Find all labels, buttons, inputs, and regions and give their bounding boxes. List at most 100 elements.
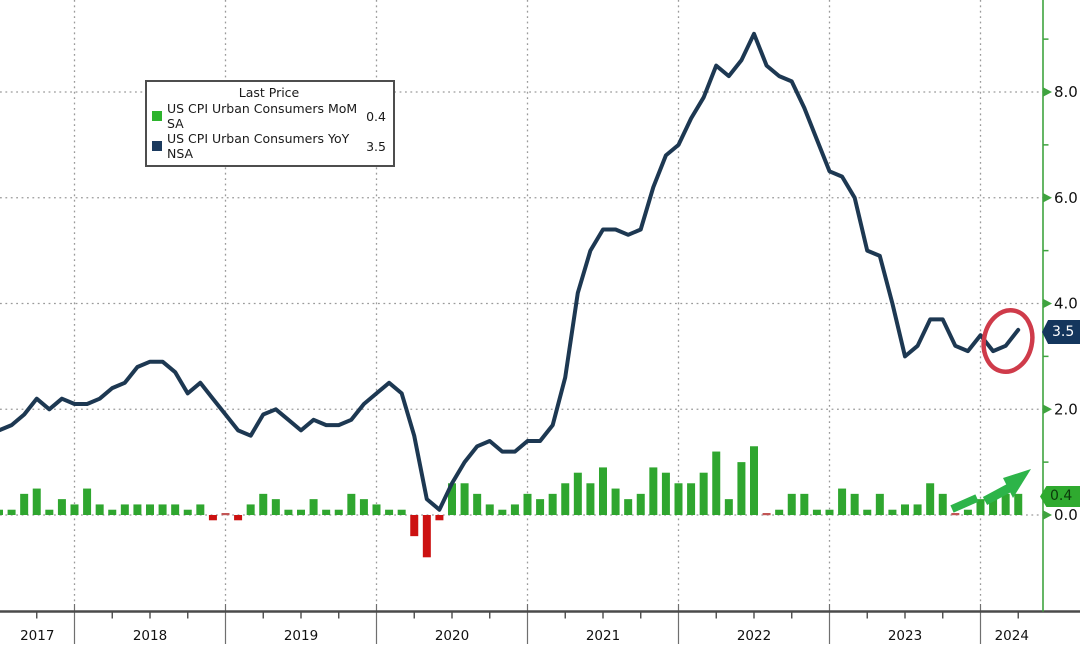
mom-bar bbox=[309, 499, 318, 515]
mom-bar bbox=[359, 499, 368, 515]
mom-bar bbox=[800, 493, 809, 515]
mom-bar bbox=[120, 504, 129, 515]
mom-bar bbox=[473, 493, 482, 515]
mom-bar bbox=[611, 488, 620, 515]
mom-bar bbox=[133, 504, 142, 515]
mom-bar bbox=[812, 509, 821, 515]
y-axis-tick-arrow-icon bbox=[1043, 299, 1052, 308]
mom-bar bbox=[7, 509, 16, 515]
mom-bar bbox=[447, 483, 456, 515]
mom-bar bbox=[296, 509, 305, 515]
mom-bar bbox=[485, 504, 494, 515]
mom-bar bbox=[334, 509, 343, 515]
trend-arrow-annotation bbox=[950, 494, 979, 513]
mom-bar bbox=[938, 493, 947, 515]
trend-arrow-head-annotation bbox=[1003, 469, 1031, 498]
trend-arrow-annotation bbox=[982, 483, 1014, 505]
y-axis-tick-arrow-icon bbox=[1043, 510, 1052, 520]
mom-bar bbox=[573, 472, 582, 515]
mom-bar bbox=[70, 504, 79, 515]
legend-item-mom: US CPI Urban Consumers MoM SA 0.4 bbox=[152, 101, 386, 131]
mom-bar bbox=[83, 488, 92, 515]
mom-bar bbox=[586, 483, 595, 515]
year-label: 2017 bbox=[20, 628, 54, 644]
mom-bar bbox=[926, 483, 935, 515]
mom-bar bbox=[183, 509, 192, 515]
mom-bar bbox=[787, 493, 796, 515]
mom-bar bbox=[510, 504, 519, 515]
mom-bar bbox=[158, 504, 167, 515]
mom-bar bbox=[259, 493, 268, 515]
year-label: 2022 bbox=[737, 628, 771, 644]
mom-bar bbox=[45, 509, 54, 515]
yoy-series-swatch-icon bbox=[152, 141, 162, 151]
mom-bar bbox=[322, 509, 331, 515]
mom-bar bbox=[385, 509, 394, 515]
mom-bar bbox=[145, 504, 154, 515]
mom-bar bbox=[661, 472, 670, 515]
mom-bar-negative bbox=[422, 515, 431, 558]
mom-bar bbox=[347, 493, 356, 515]
mom-bar bbox=[20, 493, 29, 515]
mom-bar bbox=[95, 504, 104, 515]
mom-bar bbox=[460, 483, 469, 515]
mom-bar-negative bbox=[208, 515, 217, 521]
mom-bar bbox=[737, 462, 746, 515]
mom-bar bbox=[913, 504, 922, 515]
mom-bar bbox=[963, 509, 972, 515]
year-label: 2019 bbox=[284, 628, 318, 644]
mom-bar bbox=[284, 509, 293, 515]
mom-bar bbox=[1001, 493, 1010, 515]
year-label: 2021 bbox=[586, 628, 620, 644]
mom-bar bbox=[196, 504, 205, 515]
mom-bar bbox=[108, 509, 117, 515]
mom-bar bbox=[724, 499, 733, 515]
y-tick-label: 6.0 bbox=[1054, 189, 1078, 207]
mom-bar-negative bbox=[234, 515, 243, 521]
mom-bar bbox=[989, 499, 998, 515]
mom-bar-zero bbox=[221, 513, 230, 516]
mom-bar bbox=[888, 509, 897, 515]
mom-bar bbox=[749, 446, 758, 515]
mom-bar bbox=[372, 504, 381, 515]
year-label: 2018 bbox=[133, 628, 167, 644]
mom-bar bbox=[1014, 493, 1023, 515]
mom-bar bbox=[863, 509, 872, 515]
y-tick-label: 0.0 bbox=[1054, 506, 1078, 524]
y-axis-tick-arrow-icon bbox=[1043, 404, 1052, 414]
mom-bar bbox=[775, 509, 784, 515]
legend-label: US CPI Urban Consumers MoM SA bbox=[167, 101, 358, 131]
legend-item-yoy: US CPI Urban Consumers YoY NSA 3.5 bbox=[152, 131, 386, 161]
y-tick-label: 2.0 bbox=[1054, 400, 1078, 418]
mom-bar bbox=[649, 467, 658, 515]
mom-bar bbox=[32, 488, 41, 515]
mom-bar-zero bbox=[951, 513, 960, 516]
mom-bar bbox=[624, 499, 633, 515]
mom-bar bbox=[636, 493, 645, 515]
mom-bar bbox=[900, 504, 909, 515]
legend-label: US CPI Urban Consumers YoY NSA bbox=[167, 131, 350, 161]
mom-bar-negative bbox=[435, 515, 444, 521]
mom-bar bbox=[246, 504, 255, 515]
year-label: 2023 bbox=[888, 628, 922, 644]
mom-bar bbox=[850, 493, 859, 515]
mom-bar bbox=[674, 483, 683, 515]
mom-bar bbox=[976, 499, 985, 515]
legend-title: Last Price bbox=[238, 85, 300, 100]
y-tick-label: 4.0 bbox=[1054, 295, 1078, 313]
mom-bar bbox=[523, 493, 532, 515]
mom-bar bbox=[687, 483, 696, 515]
mom-bar bbox=[838, 488, 847, 515]
mom-bar-negative bbox=[410, 515, 419, 537]
yoy-last-price-badge: 3.5 bbox=[1042, 320, 1080, 344]
mom-bar bbox=[536, 499, 545, 515]
mom-bar bbox=[271, 499, 280, 515]
legend-value: 0.4 bbox=[366, 108, 386, 124]
highlight-ellipse-annotation bbox=[981, 308, 1035, 374]
mom-series-swatch-icon bbox=[152, 111, 162, 121]
yoy-line bbox=[0, 31, 1021, 512]
mom-bar bbox=[712, 451, 721, 515]
mom-bar bbox=[397, 509, 406, 515]
